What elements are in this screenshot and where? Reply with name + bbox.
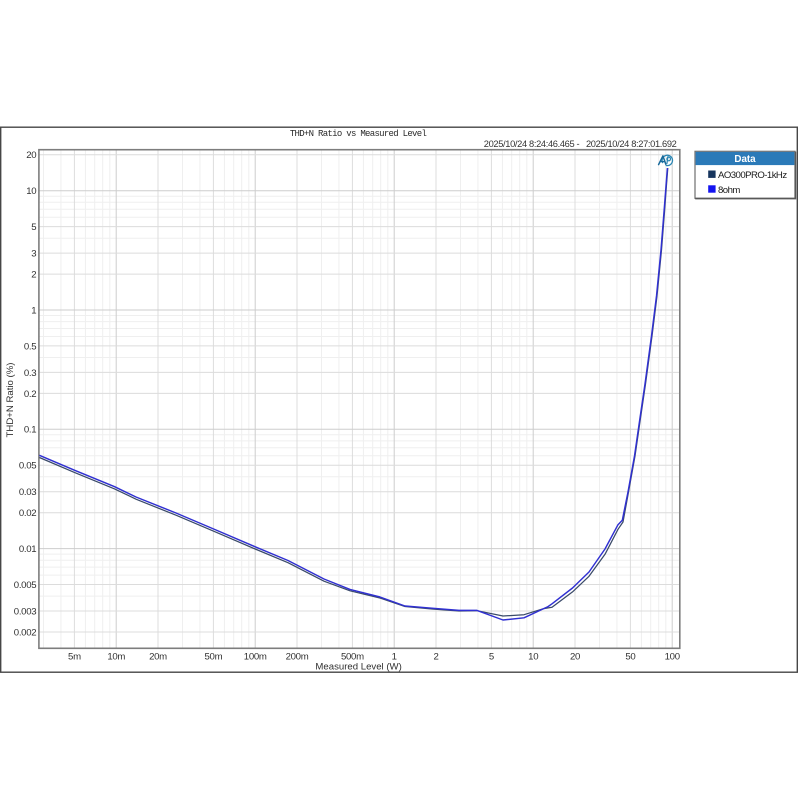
svg-text:500m: 500m bbox=[341, 652, 364, 663]
svg-text:0.03: 0.03 bbox=[19, 487, 36, 498]
svg-text:10: 10 bbox=[528, 652, 538, 663]
svg-text:2: 2 bbox=[31, 270, 36, 281]
svg-text:50: 50 bbox=[625, 652, 635, 663]
svg-text:3: 3 bbox=[31, 249, 36, 260]
svg-text:0.5: 0.5 bbox=[24, 341, 36, 352]
svg-text:THD+N Ratio (%): THD+N Ratio (%) bbox=[5, 363, 16, 438]
svg-text:Measured Level (W): Measured Level (W) bbox=[315, 661, 401, 672]
svg-text:0.1: 0.1 bbox=[24, 425, 36, 436]
svg-text:5: 5 bbox=[31, 222, 36, 233]
svg-text:2025/10/24 8:24:46.465 - 202: 2025/10/24 8:24:46.465 - 2025/10/24 8:27… bbox=[484, 139, 677, 149]
svg-text:0.05: 0.05 bbox=[19, 461, 36, 472]
svg-text:20: 20 bbox=[26, 150, 36, 161]
svg-text:20: 20 bbox=[570, 652, 580, 663]
svg-text:2: 2 bbox=[433, 652, 438, 663]
svg-text:5: 5 bbox=[489, 652, 494, 663]
svg-text:200m: 200m bbox=[286, 652, 309, 663]
svg-text:10m: 10m bbox=[107, 652, 125, 663]
svg-text:0.2: 0.2 bbox=[24, 389, 36, 400]
svg-text:0.02: 0.02 bbox=[19, 508, 36, 519]
svg-text:0.005: 0.005 bbox=[14, 580, 37, 591]
svg-text:100m: 100m bbox=[244, 652, 267, 663]
svg-text:0.01: 0.01 bbox=[19, 544, 36, 555]
svg-text:50m: 50m bbox=[205, 652, 223, 663]
svg-text:0.003: 0.003 bbox=[14, 606, 37, 617]
svg-text:8ohm: 8ohm bbox=[718, 185, 740, 196]
svg-text:THD+N Ratio vs Measured Level: THD+N Ratio vs Measured Level bbox=[290, 129, 427, 139]
svg-text:Data: Data bbox=[734, 154, 756, 165]
svg-text:20m: 20m bbox=[149, 652, 167, 663]
svg-text:5m: 5m bbox=[68, 652, 81, 663]
svg-text:100: 100 bbox=[665, 652, 680, 663]
svg-text:10: 10 bbox=[26, 186, 36, 197]
svg-text:0.3: 0.3 bbox=[24, 368, 36, 379]
svg-text:1: 1 bbox=[31, 305, 36, 316]
svg-text:0.002: 0.002 bbox=[14, 627, 37, 638]
svg-text:AO300PRO-1kHz: AO300PRO-1kHz bbox=[718, 170, 787, 181]
svg-text:1: 1 bbox=[392, 652, 397, 663]
